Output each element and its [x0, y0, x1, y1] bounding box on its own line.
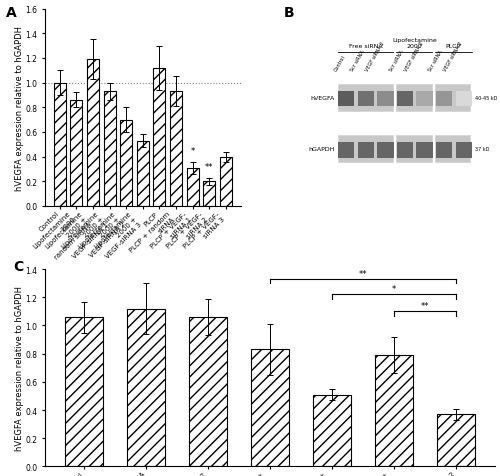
FancyBboxPatch shape: [416, 143, 432, 158]
Text: *: *: [190, 147, 194, 156]
FancyBboxPatch shape: [338, 92, 354, 107]
FancyBboxPatch shape: [358, 143, 374, 158]
Bar: [252, 350, 288, 466]
FancyBboxPatch shape: [397, 143, 413, 158]
FancyBboxPatch shape: [456, 143, 472, 158]
FancyBboxPatch shape: [436, 84, 470, 112]
FancyBboxPatch shape: [396, 84, 432, 112]
FancyBboxPatch shape: [416, 92, 432, 107]
Bar: [70, 100, 83, 207]
FancyBboxPatch shape: [338, 136, 394, 163]
FancyBboxPatch shape: [338, 143, 354, 158]
Text: VEGF siRNA 2: VEGF siRNA 2: [442, 41, 464, 72]
Text: 40-45 kD: 40-45 kD: [476, 96, 498, 100]
Text: A: A: [6, 6, 16, 20]
Text: **: **: [420, 301, 429, 310]
Bar: [376, 356, 412, 466]
FancyBboxPatch shape: [436, 92, 452, 107]
Text: hVEGFA: hVEGFA: [310, 96, 334, 100]
Text: hGAPDH: hGAPDH: [308, 147, 334, 152]
Text: Control: Control: [333, 55, 346, 72]
Bar: [154, 69, 166, 207]
FancyBboxPatch shape: [378, 92, 394, 107]
FancyBboxPatch shape: [378, 143, 394, 158]
Text: Scr siRNA: Scr siRNA: [350, 50, 366, 72]
Bar: [220, 157, 232, 207]
Text: **: **: [358, 269, 367, 278]
FancyBboxPatch shape: [397, 92, 413, 107]
Text: C: C: [14, 260, 24, 274]
Bar: [137, 141, 149, 207]
Text: Lipofectamine
2000: Lipofectamine 2000: [392, 38, 436, 49]
Y-axis label: hVEGFA expression relative to hGAPDH: hVEGFA expression relative to hGAPDH: [15, 26, 24, 190]
Text: VEGF siRNA 2: VEGF siRNA 2: [404, 41, 424, 72]
Y-axis label: hVEGFA expression relative to hGAPDH: hVEGFA expression relative to hGAPDH: [15, 286, 24, 450]
Bar: [104, 92, 116, 207]
Bar: [170, 92, 182, 207]
Bar: [314, 395, 350, 466]
Bar: [87, 60, 99, 207]
Bar: [120, 120, 132, 207]
FancyBboxPatch shape: [456, 92, 472, 107]
Text: B: B: [284, 6, 294, 20]
FancyBboxPatch shape: [338, 84, 394, 112]
Bar: [128, 309, 164, 466]
Text: Scr siRNA: Scr siRNA: [428, 50, 444, 72]
Text: **: **: [205, 163, 214, 172]
FancyBboxPatch shape: [436, 143, 452, 158]
Text: 37 kD: 37 kD: [476, 147, 490, 152]
Bar: [54, 83, 66, 207]
Text: *: *: [392, 285, 396, 293]
Text: Free siRNA: Free siRNA: [349, 44, 382, 49]
Bar: [438, 415, 474, 466]
FancyBboxPatch shape: [358, 92, 374, 107]
Bar: [190, 317, 226, 466]
Text: Scr siRNA: Scr siRNA: [389, 50, 405, 72]
FancyBboxPatch shape: [396, 136, 432, 163]
Bar: [186, 169, 198, 207]
Bar: [66, 317, 102, 466]
Text: PLCP: PLCP: [446, 44, 461, 49]
FancyBboxPatch shape: [436, 136, 470, 163]
Text: VEGF siRNA 2: VEGF siRNA 2: [364, 41, 386, 72]
Bar: [203, 182, 215, 207]
